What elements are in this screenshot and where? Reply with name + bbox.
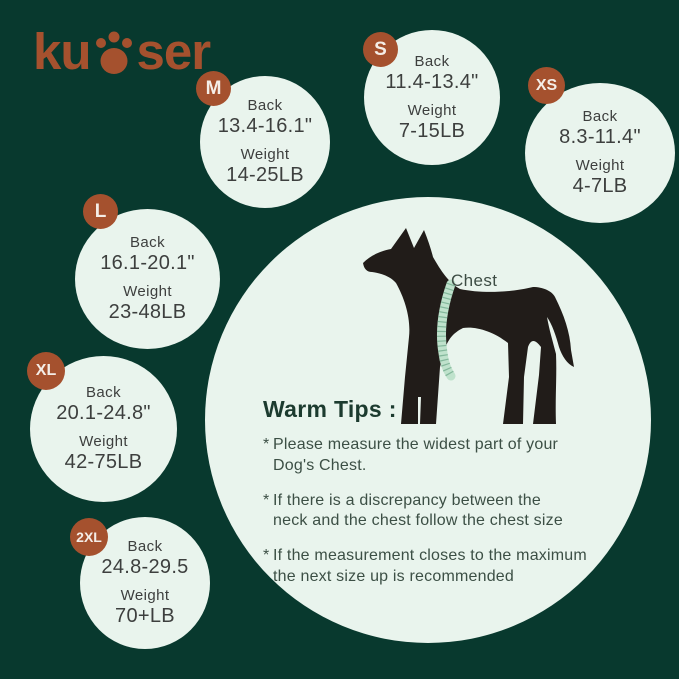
- logo-text-prefix: ku: [33, 23, 92, 81]
- warm-tips-heading: Warm Tips :: [263, 396, 397, 422]
- chest-label: Chest: [451, 271, 498, 290]
- tip-text: If the measurement closes to the maximum…: [273, 547, 587, 585]
- back-range: 24.8-29.5: [101, 556, 189, 578]
- size-badge-l: L: [83, 194, 118, 229]
- weight-label: Weight: [575, 157, 625, 174]
- dog-body-path: [363, 228, 574, 424]
- logo-text-suffix: ser: [136, 23, 212, 81]
- size-badge-xs: XS: [528, 67, 565, 104]
- weight-range: 7-15LB: [398, 119, 466, 142]
- size-badge-xl: XL: [27, 352, 65, 390]
- size-badge-m: M: [196, 71, 231, 106]
- weight-label: Weight: [123, 283, 172, 300]
- weight-range: 42-75LB: [64, 451, 143, 473]
- paw-icon: [95, 31, 132, 74]
- back-label: Back: [414, 52, 450, 70]
- back-range: 16.1-20.1": [100, 252, 195, 274]
- weight-label: Weight: [407, 101, 457, 119]
- weight-range: 70+LB: [115, 605, 175, 627]
- tip-item: * If the measurement closes to the maxim…: [263, 546, 595, 588]
- back-range: 20.1-24.8": [56, 402, 151, 424]
- tip-item: * Please measure the widest part of your…: [263, 435, 595, 477]
- back-range: 13.4-16.1": [217, 115, 313, 137]
- weight-range: 4-7LB: [572, 175, 628, 197]
- tip-text: Please measure the widest part of your Do…: [273, 436, 559, 474]
- back-label: Back: [130, 234, 165, 251]
- tip-text: If there is a discrepancy between the nec…: [273, 491, 563, 530]
- weight-range: 23-48LB: [108, 301, 187, 323]
- asterisk-bullet: *: [263, 436, 270, 453]
- size-circle-m: M Back 13.4-16.1" Weight 14-25LB: [196, 71, 330, 208]
- size-circle-xl: XL Back 20.1-24.8" Weight 42-75LB: [27, 352, 177, 502]
- tip-item: * If there is a discrepancy between the n…: [263, 491, 595, 533]
- weight-label: Weight: [120, 587, 170, 604]
- size-circle-2xl: 2XL Back 24.8-29.5 Weight 70+LB: [70, 517, 210, 649]
- weight-label: Weight: [240, 146, 290, 163]
- back-range: 8.3-11.4": [559, 126, 641, 148]
- weight-label: Weight: [79, 433, 128, 450]
- asterisk-bullet: *: [263, 491, 270, 509]
- back-label: Back: [582, 108, 618, 125]
- size-badge-s: S: [363, 32, 398, 67]
- size-circle-xs: XS Back 8.3-11.4" Weight 4-7LB: [525, 67, 675, 223]
- brand-logo: ku ser: [33, 20, 212, 81]
- back-label: Back: [127, 538, 163, 555]
- back-label: Back: [247, 97, 283, 114]
- back-range: 11.4-13.4": [385, 70, 479, 93]
- weight-range: 14-25LB: [226, 164, 304, 186]
- size-badge-2xl: 2XL: [70, 518, 108, 556]
- size-circle-s: S Back 11.4-13.4" Weight 7-15LB: [363, 30, 500, 165]
- asterisk-bullet: *: [263, 547, 270, 565]
- warm-tips-section: Warm Tips : * Please measure the widest …: [263, 396, 595, 602]
- size-circle-l: L Back 16.1-20.1" Weight 23-48LB: [75, 194, 220, 349]
- dog-silhouette: [363, 228, 574, 424]
- back-label: Back: [86, 384, 121, 401]
- measuring-tape-ticks: [436, 282, 456, 379]
